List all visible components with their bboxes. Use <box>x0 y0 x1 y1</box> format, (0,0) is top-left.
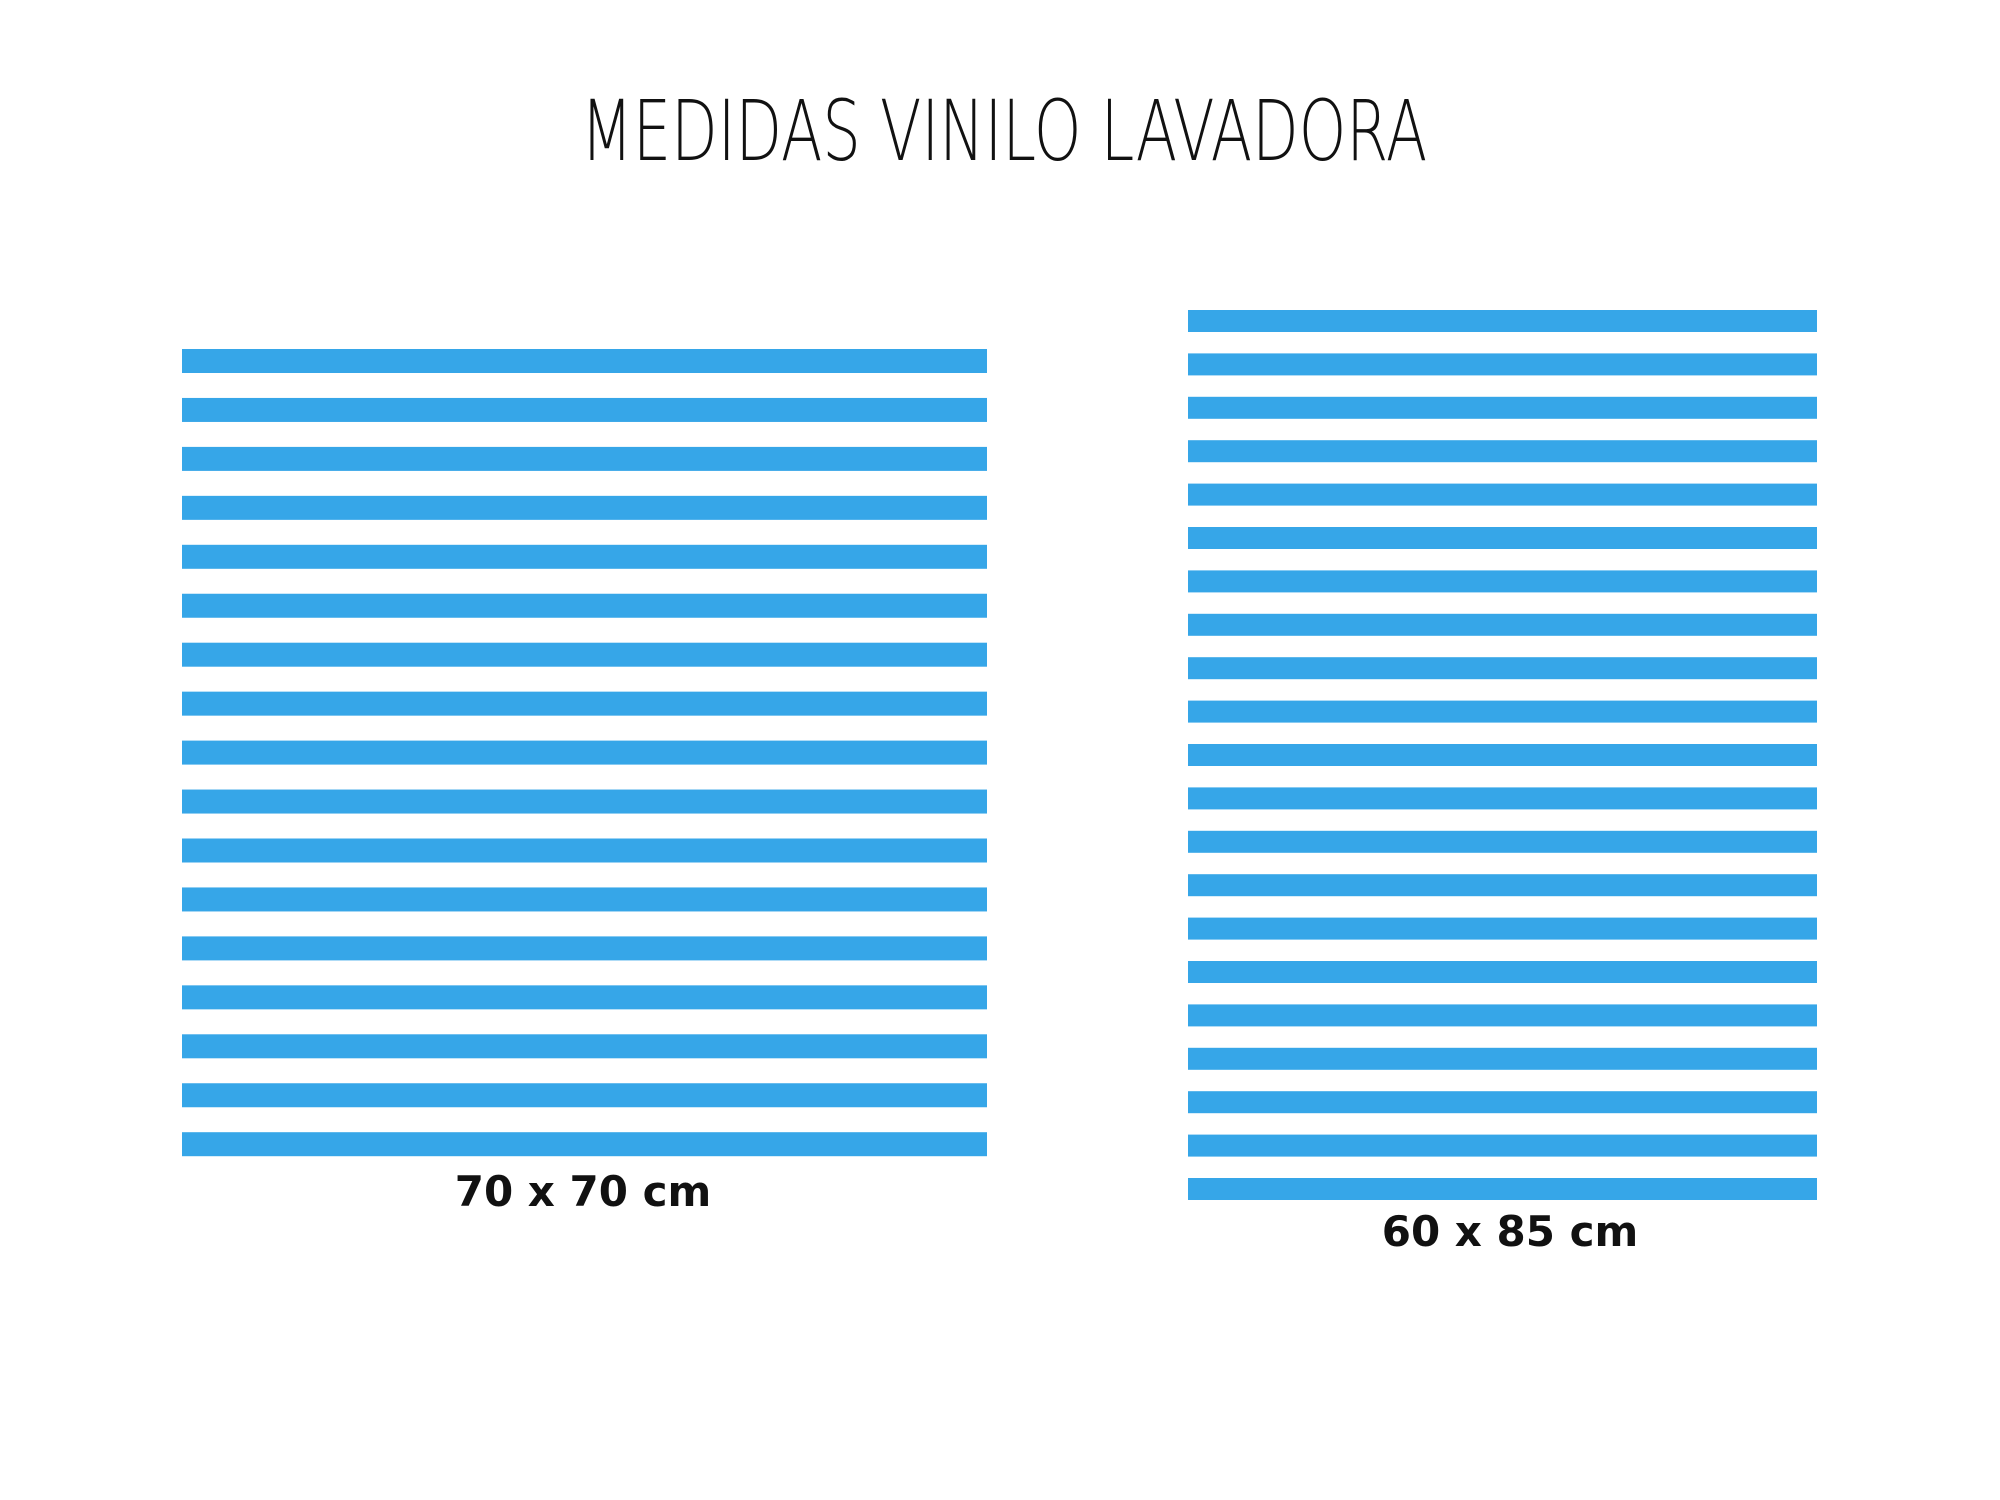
stripe <box>1188 961 1817 983</box>
stripe <box>1188 440 1817 463</box>
stripe <box>182 593 987 618</box>
stripe <box>182 985 987 1010</box>
stripe <box>182 1034 987 1059</box>
size-label: 70 x 70 cm <box>455 1167 712 1216</box>
stripe <box>1188 1091 1817 1114</box>
stripe <box>1188 874 1817 897</box>
stripe <box>1188 1004 1817 1027</box>
stripe <box>1188 527 1817 549</box>
stripe <box>1188 917 1817 940</box>
stripe <box>1188 657 1817 680</box>
stripe <box>1188 570 1817 593</box>
stripe <box>1188 787 1817 810</box>
stripe <box>182 642 987 667</box>
stripe <box>182 887 987 912</box>
stripe <box>182 1083 987 1108</box>
stripe <box>1188 1134 1817 1157</box>
stripe <box>1188 310 1817 332</box>
stripe <box>1188 1047 1817 1070</box>
stripe <box>182 1132 987 1157</box>
stripes-left <box>182 349 987 1157</box>
stripe <box>182 740 987 765</box>
title: MEDIDAS VINILO LAVADORA <box>581 83 1428 181</box>
stripe <box>1188 744 1817 766</box>
title-group: MEDIDAS VINILO LAVADORA <box>581 83 1428 181</box>
stripe <box>182 789 987 814</box>
stripe <box>1188 1178 1817 1200</box>
stripe <box>182 495 987 520</box>
stripe <box>182 397 987 422</box>
stripe <box>182 936 987 961</box>
stripe <box>182 446 987 471</box>
stripe <box>182 691 987 716</box>
stripe <box>182 349 987 373</box>
stripe <box>1188 396 1817 419</box>
stripes-right <box>1188 310 1817 1200</box>
stripe <box>1188 700 1817 723</box>
stripe <box>182 544 987 569</box>
size-label: 60 x 85 cm <box>1382 1207 1639 1256</box>
stripe <box>1188 830 1817 853</box>
stripe <box>1188 613 1817 636</box>
stripe <box>1188 483 1817 506</box>
stripe <box>182 838 987 863</box>
stripe <box>1188 353 1817 376</box>
